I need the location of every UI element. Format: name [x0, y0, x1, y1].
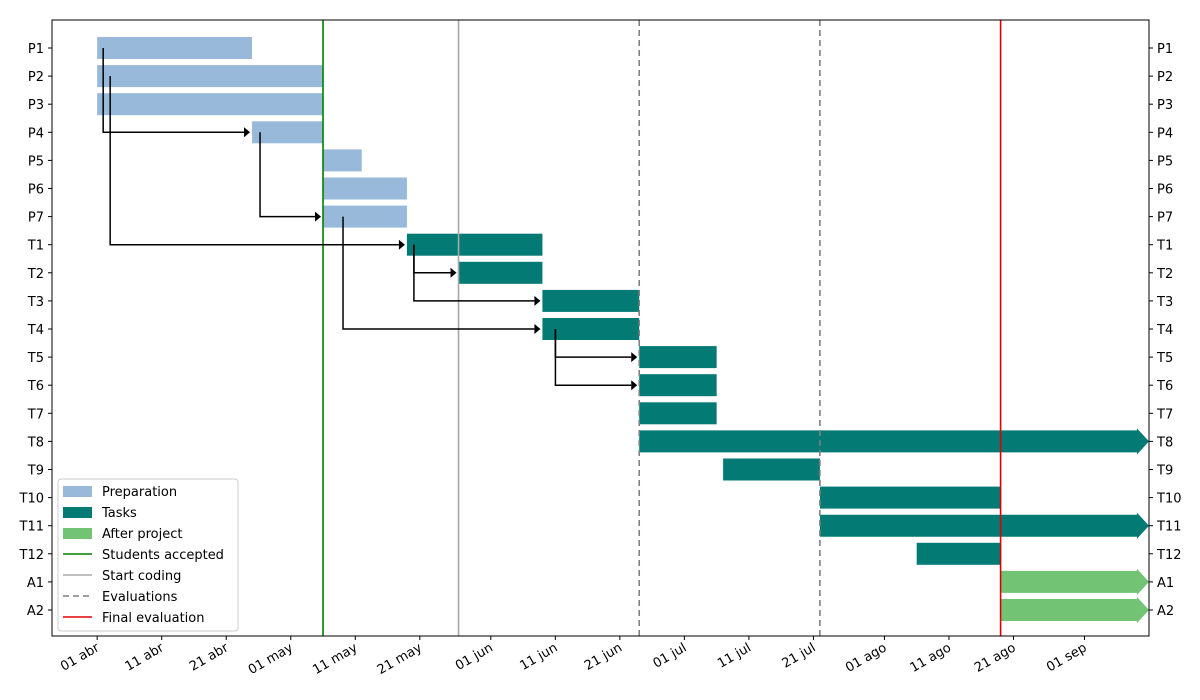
- legend-swatch-1: [63, 507, 92, 518]
- y-tick-label-left-t2: T2: [27, 267, 44, 282]
- y-tick-label-right-t4: T4: [1156, 323, 1173, 338]
- gantt-bar-t5: [639, 346, 717, 369]
- y-tick-label-right-p7: P7: [1157, 211, 1173, 226]
- gantt-bar-p3: [97, 93, 324, 116]
- y-tick-label-left-p7: P7: [28, 211, 44, 226]
- y-tick-label-right-p3: P3: [1157, 98, 1173, 113]
- gantt-bar-p6: [323, 177, 407, 200]
- y-tick-label-right-t7: T7: [1156, 407, 1173, 422]
- y-tick-label-left-t12: T12: [19, 548, 44, 563]
- y-tick-label-left-t11: T11: [19, 520, 44, 535]
- legend-label-2: After project: [102, 527, 182, 542]
- y-tick-label-right-t12: T12: [1156, 548, 1181, 563]
- y-tick-label-right-a1: A1: [1157, 576, 1174, 591]
- y-tick-label-right-p4: P4: [1157, 126, 1173, 141]
- y-tick-label-right-p2: P2: [1157, 70, 1173, 85]
- gantt-bar-t11: [819, 512, 1149, 539]
- gantt-bar-p5: [323, 149, 362, 172]
- y-tick-label-left-a1: A1: [27, 576, 44, 591]
- legend-label-1: Tasks: [101, 506, 137, 521]
- gantt-bar-a1: [1000, 568, 1149, 595]
- gantt-bar-t2: [458, 261, 543, 284]
- dependency-arrowhead-3: [534, 324, 541, 334]
- y-tick-label-right-t8: T8: [1156, 435, 1173, 450]
- dependency-line-7: [554, 329, 632, 386]
- y-tick-label-left-a2: A2: [27, 604, 44, 619]
- legend-box: [57, 478, 239, 632]
- gantt-bar-t10: [819, 486, 1001, 509]
- dependency-line-0: [102, 48, 245, 134]
- gantt-bar-a2: [1000, 597, 1149, 623]
- gantt-bar-t9: [723, 458, 820, 481]
- y-tick-label-left-p5: P5: [28, 154, 44, 169]
- y-tick-label-right-a2: A2: [1157, 604, 1174, 619]
- dependency-line-2: [259, 132, 316, 218]
- y-tick-label-right-t6: T6: [1156, 379, 1173, 394]
- y-tick-label-right-t11: T11: [1156, 520, 1181, 535]
- legend-label-6: Final evaluation: [102, 611, 204, 626]
- y-tick-label-left-t3: T3: [27, 295, 44, 310]
- gantt-bar-p7: [323, 205, 407, 228]
- legend-label-3: Students accepted: [102, 548, 224, 563]
- y-tick-label-left-p4: P4: [28, 126, 44, 141]
- legend-swatch-0: [63, 486, 92, 497]
- gantt-bar-t6: [639, 374, 717, 397]
- gantt-bar-t1: [406, 233, 543, 256]
- y-tick-label-left-t8: T8: [27, 435, 44, 450]
- y-tick-label-right-t9: T9: [1156, 464, 1173, 479]
- y-tick-label-right-p6: P6: [1157, 183, 1173, 198]
- dependency-arrowhead-6: [631, 352, 638, 363]
- dependency-line-3: [342, 216, 535, 330]
- legend-swatch-2: [63, 528, 92, 539]
- y-tick-label-left-p6: P6: [28, 183, 44, 198]
- dependency-arrowhead-4: [450, 267, 457, 278]
- gantt-bar-p4: [252, 121, 324, 144]
- dependency-arrowhead-7: [631, 380, 638, 391]
- gantt-bar-t3: [542, 289, 640, 312]
- y-tick-label-left-t1: T1: [27, 239, 44, 254]
- y-tick-label-left-t10: T10: [19, 492, 44, 507]
- y-tick-label-left-t9: T9: [27, 464, 44, 479]
- y-tick-label-left-t7: T7: [27, 407, 44, 422]
- y-axis: P1 P1 P2 P2 P3 P3 P4 P4 P5 P5 P6 P6 P7 P7 T1 T1 T2 T2 T3 T3…: [19, 42, 1182, 619]
- legend-label-0: Preparation: [102, 485, 177, 500]
- gantt-bar-t7: [639, 402, 717, 425]
- dependency-arrowhead-1: [398, 239, 405, 250]
- y-tick-label-left-p1: P1: [28, 42, 44, 57]
- y-tick-label-right-t1: T1: [1156, 239, 1173, 254]
- y-tick-label-left-t4: T4: [27, 323, 44, 338]
- dependency-arrowhead-0: [244, 127, 251, 138]
- legend-label-5: Evaluations: [102, 590, 178, 605]
- y-tick-label-left-p3: P3: [28, 98, 44, 113]
- y-tick-label-right-t2: T2: [1156, 267, 1173, 282]
- dependency-line-1: [109, 76, 399, 246]
- dependency-arrowhead-2: [315, 211, 322, 222]
- y-tick-label-left-t6: T6: [27, 379, 44, 394]
- gantt-bar-t8: [639, 428, 1149, 455]
- legend-label-4: Start coding: [102, 569, 181, 584]
- gantt-bar-t12: [916, 542, 1001, 565]
- y-tick-label-right-t3: T3: [1156, 295, 1173, 310]
- y-tick-label-left-p2: P2: [28, 70, 44, 85]
- y-tick-label-right-t5: T5: [1156, 351, 1173, 366]
- gantt-bar-p2: [97, 65, 324, 88]
- dependencies-layer: [102, 48, 638, 391]
- bars-layer: [97, 37, 1149, 623]
- plot-frame: [51, 19, 1150, 637]
- dependency-arrowhead-5: [534, 295, 541, 306]
- gantt-bar-t4: [542, 318, 640, 340]
- y-tick-label-right-p1: P1: [1157, 42, 1173, 57]
- legend: Preparation Tasks After project Students ac…: [57, 478, 239, 632]
- gantt-bar-p1: [97, 37, 253, 59]
- milestones-layer: [322, 20, 1002, 636]
- y-tick-label-right-t10: T10: [1156, 492, 1181, 507]
- y-tick-label-left-t5: T5: [27, 351, 44, 366]
- dependency-line-5: [413, 244, 535, 302]
- y-tick-label-right-p5: P5: [1157, 154, 1173, 169]
